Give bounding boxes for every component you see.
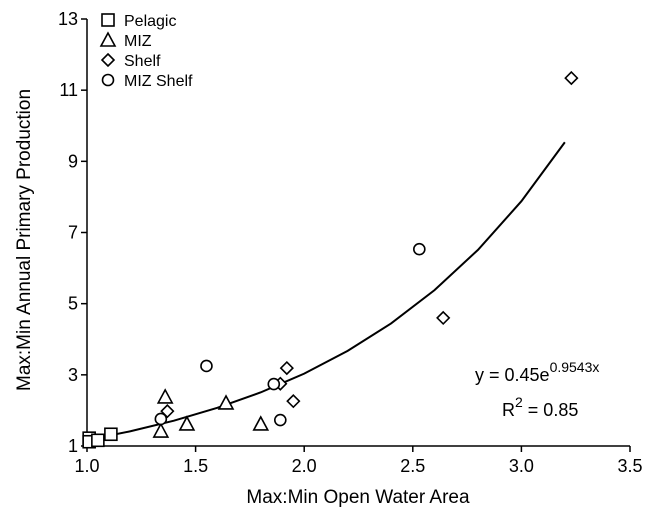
equation-base: y = 0.45e xyxy=(475,365,550,385)
r-squared: R2 = 0.85 xyxy=(502,394,578,420)
y-tick-label: 5 xyxy=(68,294,78,314)
legend-marker xyxy=(101,13,115,27)
y-tick-label: 9 xyxy=(68,151,78,171)
x-tick-label: 1.5 xyxy=(183,456,208,476)
legend-label: MIZ Shelf xyxy=(124,73,193,90)
legend-marker xyxy=(99,31,117,47)
legend-label: MIZ xyxy=(124,33,152,50)
point xyxy=(152,422,170,438)
legend-marker xyxy=(100,52,116,68)
point xyxy=(252,415,270,431)
y-tick-label: 11 xyxy=(59,80,78,100)
x-axis-title: Max:Min Open Water Area xyxy=(246,487,470,508)
equation-exponent: 0.9543x xyxy=(550,359,600,375)
point xyxy=(413,242,426,256)
legend-marker xyxy=(101,73,115,87)
x-tick-label: 3.5 xyxy=(617,456,642,476)
x-tick-label: 2.5 xyxy=(400,456,425,476)
point xyxy=(156,388,174,404)
y-axis-title: Max:Min Annual Primary Production xyxy=(14,89,35,391)
equation: y = 0.45e0.9543x xyxy=(475,359,599,385)
x-tick-label: 2.0 xyxy=(292,456,317,476)
legend-label: Pelagic xyxy=(124,13,176,30)
x-tick-label: 1.0 xyxy=(74,456,99,476)
fit-curve xyxy=(86,141,566,441)
y-tick-label: 3 xyxy=(68,365,78,385)
y-tick-label: 1 xyxy=(68,436,78,456)
point xyxy=(200,359,213,373)
point xyxy=(274,413,287,427)
point xyxy=(178,415,196,431)
point xyxy=(267,377,281,391)
point xyxy=(279,360,294,376)
point xyxy=(436,310,451,326)
point xyxy=(91,433,105,448)
r-sup: 2 xyxy=(515,394,523,410)
r-value: = 0.85 xyxy=(523,400,579,420)
y-tick-label: 7 xyxy=(68,223,78,243)
y-tick-label: 13 xyxy=(58,9,78,29)
point xyxy=(104,427,118,442)
legend-label: Shelf xyxy=(124,53,161,70)
point xyxy=(217,394,235,410)
point xyxy=(286,394,301,409)
point xyxy=(564,70,579,86)
r-label: R xyxy=(502,400,515,420)
x-tick-label: 3.0 xyxy=(509,456,534,476)
point xyxy=(154,412,168,426)
